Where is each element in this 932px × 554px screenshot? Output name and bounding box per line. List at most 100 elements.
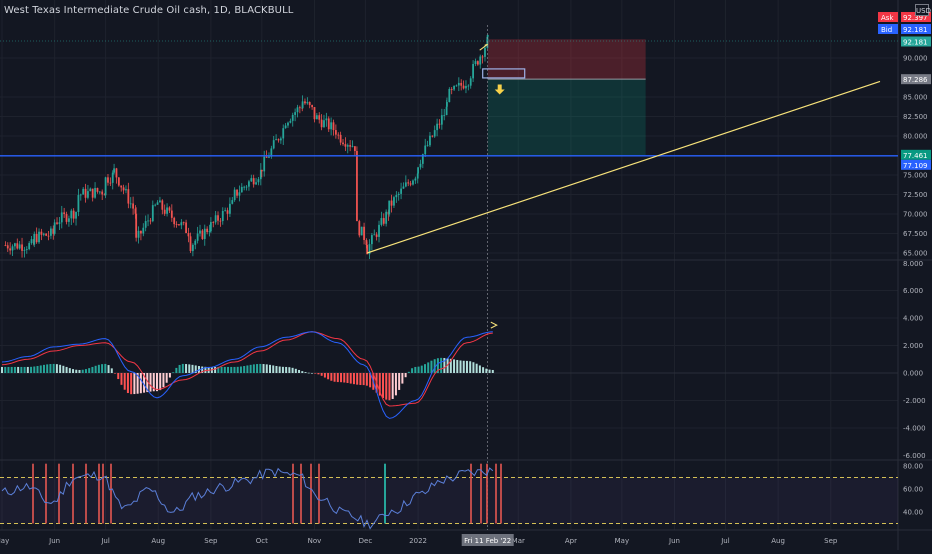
macd-histogram-bar (356, 373, 359, 385)
drawings[interactable] (0, 25, 898, 530)
time-axis-label: May (615, 537, 629, 545)
macd-histogram-bar (462, 360, 465, 373)
macd-histogram-bar (330, 373, 333, 381)
macd-histogram-bar (398, 373, 401, 390)
candle-body (173, 217, 176, 225)
macd-histogram-bar (223, 366, 226, 373)
candle-body (453, 85, 455, 90)
macd-histogram-bar (204, 366, 207, 373)
candle-body (4, 245, 7, 246)
axes: 90.000 85.000 82.500 80.000 75.000 72.500 70.0… (0, 12, 931, 546)
last-price-value: 92.181 (903, 38, 928, 46)
candle-body (301, 101, 304, 109)
candle-body (255, 182, 257, 185)
macd-histogram-bar (123, 373, 126, 390)
entry-price-value: 87.286 (903, 76, 928, 84)
candle-body (9, 248, 12, 251)
candle-body (448, 89, 451, 103)
rsi-signal-bar (45, 463, 47, 524)
macd-histogram-bar (194, 365, 197, 373)
macd-histogram-bar (191, 364, 194, 373)
macd-histogram-bar (143, 373, 146, 393)
macd-histogram-bar (427, 362, 430, 373)
candle-body (388, 200, 391, 215)
candle-body (101, 191, 104, 195)
candle-body (390, 200, 393, 206)
candle-body (60, 212, 63, 223)
candle-body (277, 139, 280, 141)
macd-histogram-bar (114, 373, 117, 374)
candle-body (429, 135, 431, 146)
time-axis-label: Jun (48, 537, 60, 545)
rsi-signal-bar (318, 463, 320, 524)
candle-body (320, 119, 323, 128)
candle-body (16, 243, 19, 249)
macd-histogram-bar (459, 360, 462, 373)
candle-body (268, 156, 270, 158)
candle-body (304, 101, 306, 104)
candle-body (356, 150, 358, 222)
macd-histogram-bar (278, 366, 281, 373)
macd-histogram-bar (178, 364, 181, 373)
rsi-signal-bar (58, 463, 60, 524)
candle-body (65, 214, 68, 222)
macd-histogram-bar (227, 366, 230, 373)
rsi-signal-bar (500, 463, 502, 524)
candle-body (72, 210, 75, 219)
macd-histogram-bar (10, 366, 13, 373)
rsi-tick-label: 60.00 (903, 486, 923, 494)
macd-histogram-bar (65, 366, 68, 373)
candle-body (156, 202, 159, 205)
stop-loss-zone (487, 39, 646, 80)
macd-histogram-bar (420, 365, 423, 373)
macd-tick-label: -4.000 (903, 425, 926, 433)
macd-histogram-bar (378, 373, 381, 396)
rsi-signal-bar (384, 463, 386, 524)
ask-value: 92.397 (903, 14, 928, 22)
candle-body (103, 194, 106, 196)
macd-histogram-bar (281, 366, 284, 373)
candle-body (472, 64, 474, 79)
candle-body (308, 102, 311, 106)
macd-histogram-bar (365, 373, 368, 386)
take-profit-zone (487, 79, 646, 156)
candle-body (462, 85, 465, 89)
macd-histogram-bar (440, 357, 443, 373)
macd-histogram-bar (475, 363, 478, 373)
candle-body (306, 102, 309, 104)
candle-body (107, 177, 109, 183)
short-position-tool[interactable] (487, 39, 646, 156)
candle-body (365, 240, 368, 246)
macd-histogram-bar (49, 364, 52, 373)
macd-histogram-bar (249, 364, 252, 373)
candle-body (327, 118, 330, 130)
candle-body (486, 34, 489, 37)
macd-histogram-bar (201, 366, 204, 373)
macd-histogram-bar (146, 373, 149, 393)
macd-histogram-bar (84, 369, 87, 373)
candle-body (199, 230, 201, 234)
macd-histogram-bar (343, 373, 346, 383)
macd-histogram-bar (81, 369, 84, 373)
macd-line (1, 331, 493, 419)
time-axis-label: Sep (204, 537, 218, 545)
candle-body (50, 228, 52, 236)
candle-body (229, 203, 231, 214)
rsi-signal-bar (300, 463, 302, 524)
candle-body (120, 185, 123, 188)
rsi-signal-bar (98, 463, 100, 524)
candle-body (221, 210, 224, 222)
candle-body (438, 123, 441, 125)
currency-button[interactable]: USD (915, 4, 931, 16)
macd-histogram-bar (352, 373, 355, 385)
candle-body (344, 144, 347, 147)
macd-histogram-bar (214, 366, 217, 373)
rsi-signal-bar (480, 463, 482, 524)
candle-body (243, 186, 246, 188)
candle-body (104, 177, 107, 196)
macd-histogram-bar (88, 368, 91, 373)
macd-histogram-bar (388, 373, 391, 401)
macd-histogram-bar (149, 373, 152, 392)
